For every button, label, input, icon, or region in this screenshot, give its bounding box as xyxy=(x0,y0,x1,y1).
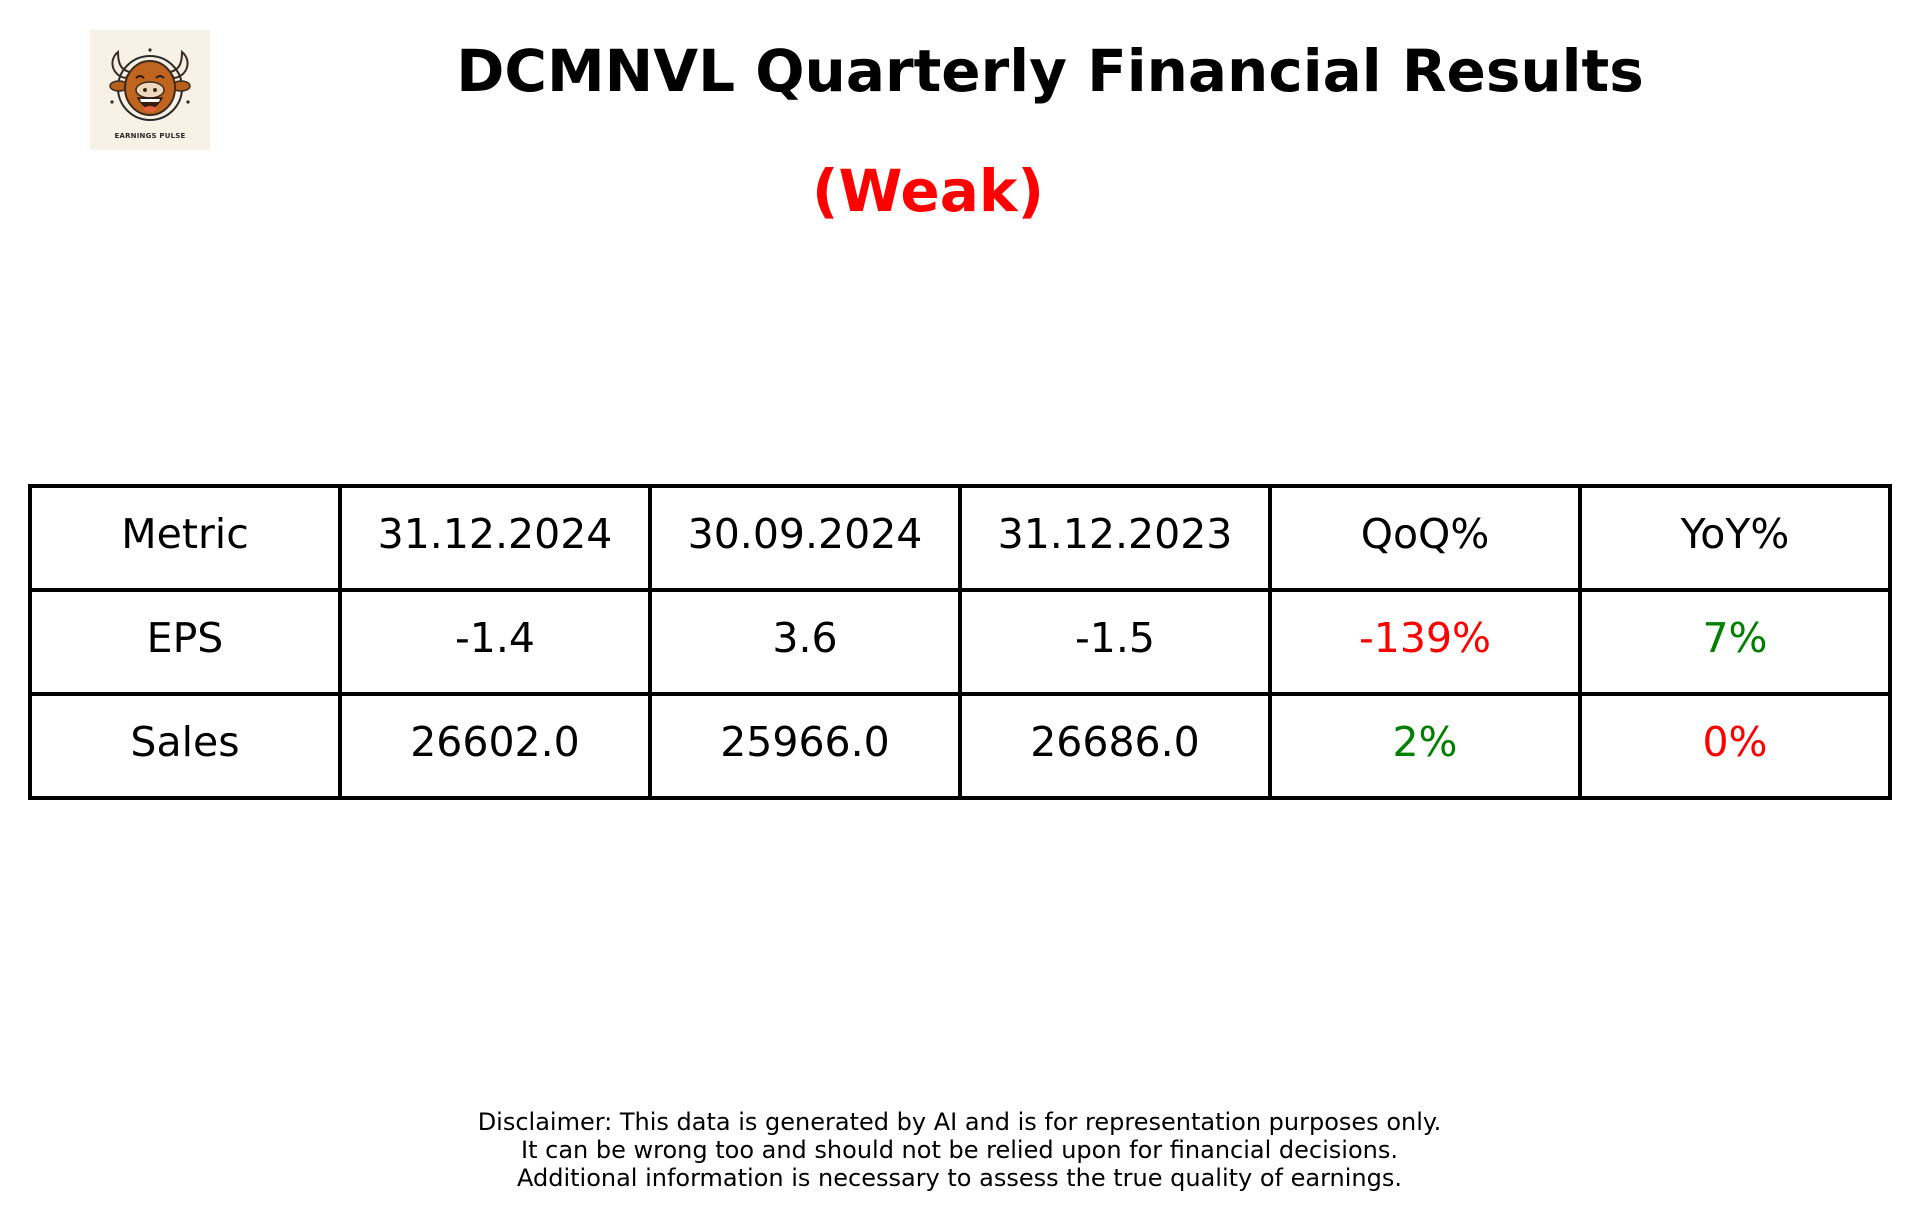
value-year-ago-quarter: -1.5 xyxy=(958,588,1272,696)
yoy-change: 0% xyxy=(1578,692,1892,800)
table-row-sales: Sales 26602.0 25966.0 26686.0 2% 0% xyxy=(28,692,1892,800)
value-previous-quarter: 3.6 xyxy=(648,588,962,696)
disclaimer-line: Disclaimer: This data is generated by AI… xyxy=(477,1108,1442,1136)
yoy-change: 7% xyxy=(1578,588,1892,696)
value-year-ago-quarter: 26686.0 xyxy=(958,692,1272,800)
table-row-eps: EPS -1.4 3.6 -1.5 -139% 7% xyxy=(28,588,1892,696)
disclaimer-line: It can be wrong too and should not be re… xyxy=(521,1136,1398,1164)
page-title: DCMNVL Quarterly Financial Results xyxy=(456,37,1644,105)
column-header-current-quarter: 31.12.2024 xyxy=(338,484,652,592)
disclaimer: Disclaimer: This data is generated by AI… xyxy=(0,1108,1919,1192)
qoq-change: 2% xyxy=(1268,692,1582,800)
value-current-quarter: -1.4 xyxy=(338,588,652,696)
financial-results-table: Metric 31.12.2024 30.09.2024 31.12.2023 … xyxy=(28,484,1892,800)
table-header-row: Metric 31.12.2024 30.09.2024 31.12.2023 … xyxy=(28,484,1892,592)
metric-name: Sales xyxy=(28,692,342,800)
value-previous-quarter: 25966.0 xyxy=(648,692,962,800)
rating-label: (Weak) xyxy=(812,157,1044,225)
value-current-quarter: 26602.0 xyxy=(338,692,652,800)
column-header-qoq: QoQ% xyxy=(1268,484,1582,592)
column-header-year-ago-quarter: 31.12.2023 xyxy=(958,484,1272,592)
logo-text: EARNINGS PULSE xyxy=(114,132,186,140)
bull-mascot-icon xyxy=(109,48,191,121)
column-header-yoy: YoY% xyxy=(1578,484,1892,592)
column-header-metric: Metric xyxy=(28,484,342,592)
metric-name: EPS xyxy=(28,588,342,696)
column-header-previous-quarter: 30.09.2024 xyxy=(648,484,962,592)
earnings-pulse-logo: EARNINGS PULSE xyxy=(90,30,210,150)
disclaimer-line: Additional information is necessary to a… xyxy=(516,1164,1402,1192)
qoq-change: -139% xyxy=(1268,588,1582,696)
